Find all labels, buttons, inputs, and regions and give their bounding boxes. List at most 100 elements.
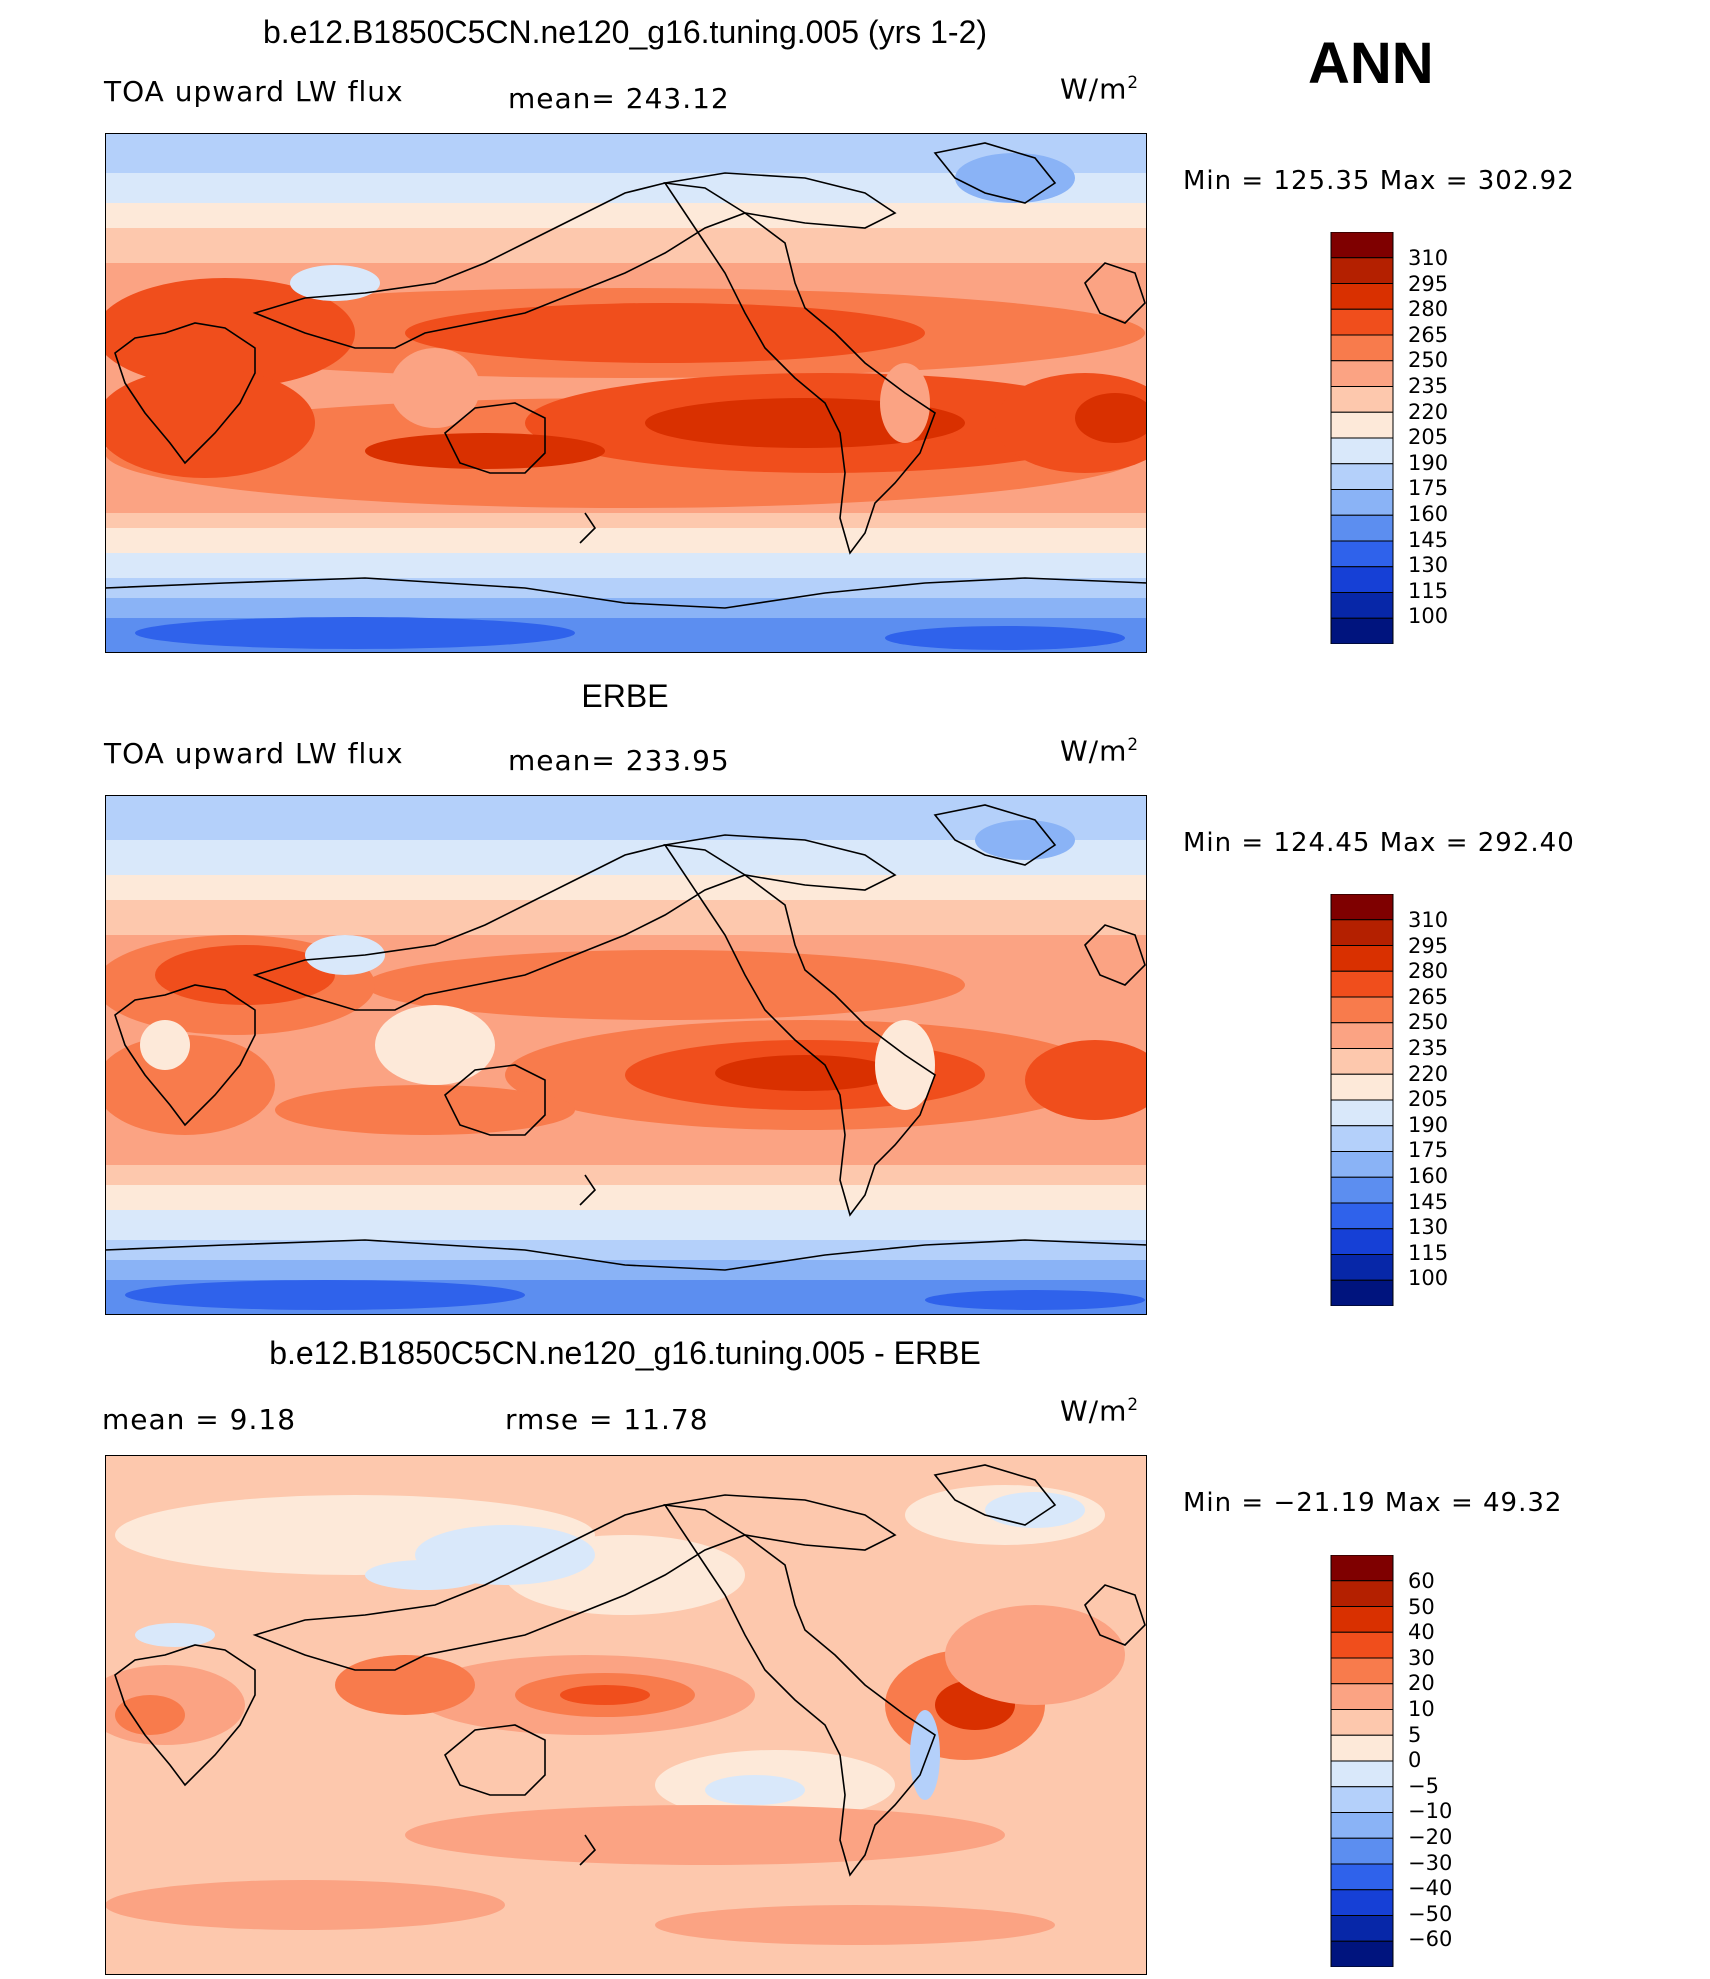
colorbar-swatch	[1330, 1580, 1394, 1607]
panel1-colorbar-ticks: 310 295 280 265 250 235 220 205 190 175 160 145 130 1…	[1408, 246, 1448, 630]
colorbar-swatch	[1330, 1657, 1394, 1685]
colorbar-tick-label: 20	[1408, 1671, 1435, 1696]
season-label: ANN	[1308, 31, 1434, 96]
colorbar-swatch	[1330, 617, 1394, 644]
colorbar-swatch	[1330, 1889, 1394, 1916]
colorbar-tick-label: −20	[1408, 1824, 1453, 1849]
colorbar-tick-label: 265	[1408, 984, 1449, 1009]
colorbar-swatch	[1330, 1863, 1394, 1891]
colorbar-tick-label: 295	[1408, 271, 1449, 296]
colorbar-swatch	[1330, 1709, 1394, 1736]
colorbar-tick-label: 265	[1408, 322, 1449, 347]
colorbar-tick-label: −5	[1408, 1773, 1439, 1798]
panel3-colorbar	[1330, 1555, 1394, 1967]
colorbar-swatch	[1330, 1254, 1394, 1281]
colorbar-swatch	[1330, 1555, 1394, 1582]
panel1-variable-label: TOA upward LW flux	[104, 75, 404, 108]
colorbar-swatch	[1330, 1202, 1394, 1230]
panel3-colorbar-ticks: 60 50 40 30 20 10 5 0 −5 −10 −20 −30 −40 −50 −60	[1408, 1569, 1452, 1953]
colorbar-tick-label: 310	[1408, 908, 1449, 932]
panel2-minmax: Min = 124.45 Max = 292.40	[1183, 828, 1575, 858]
colorbar-swatch	[1330, 540, 1394, 568]
panel1-units: W/m2	[1060, 72, 1140, 106]
colorbar-tick-label: 160	[1408, 501, 1449, 526]
colorbar-tick-label: 295	[1408, 933, 1449, 958]
colorbar-tick-label: 220	[1408, 399, 1449, 424]
colorbar-swatch	[1330, 1099, 1394, 1127]
colorbar-tick-label: 190	[1408, 1112, 1449, 1137]
colorbar-swatch	[1330, 1631, 1394, 1659]
colorbar-tick-label: −10	[1408, 1799, 1453, 1824]
colorbar-tick-label: 100	[1408, 604, 1449, 629]
colorbar-swatch	[1330, 1073, 1394, 1101]
colorbar-tick-label: 160	[1408, 1163, 1449, 1188]
colorbar-swatch	[1330, 489, 1394, 516]
colorbar-tick-label: 10	[1408, 1696, 1435, 1721]
colorbar-tick-label: 205	[1408, 425, 1449, 450]
colorbar-swatch	[1330, 1022, 1394, 1049]
colorbar-tick-label: 175	[1408, 476, 1449, 501]
colorbar-swatch	[1330, 283, 1394, 310]
colorbar-tick-label: −50	[1408, 1901, 1453, 1926]
colorbar-swatch	[1330, 1734, 1394, 1762]
colorbar-swatch	[1330, 894, 1394, 921]
panel1-colorbar	[1330, 232, 1394, 644]
colorbar-swatch	[1330, 1048, 1394, 1075]
panel3-mean-label: mean = 9.18	[102, 1403, 297, 1436]
colorbar-swatch	[1330, 360, 1394, 387]
colorbar-tick-label: 40	[1408, 1620, 1435, 1645]
panel2-map	[105, 795, 1147, 1315]
colorbar-swatch	[1330, 232, 1394, 259]
colorbar-tick-label: 50	[1408, 1594, 1435, 1619]
colorbar-swatch	[1330, 996, 1394, 1024]
colorbar-swatch	[1330, 1786, 1394, 1813]
panel3-map	[105, 1455, 1147, 1975]
colorbar-swatch	[1330, 592, 1394, 619]
panel3-minmax: Min = −21.19 Max = 49.32	[1183, 1488, 1563, 1518]
colorbar-swatch	[1330, 566, 1394, 593]
colorbar-swatch	[1330, 1228, 1394, 1255]
panel2-title: ERBE	[581, 678, 669, 714]
colorbar-swatch	[1330, 970, 1394, 998]
panel1-minmax: Min = 125.35 Max = 302.92	[1183, 166, 1575, 196]
colorbar-swatch	[1330, 1279, 1394, 1306]
colorbar-swatch	[1330, 257, 1394, 284]
colorbar-tick-label: 100	[1408, 1266, 1449, 1291]
colorbar-tick-label: 0	[1408, 1748, 1422, 1773]
colorbar-swatch	[1330, 1125, 1394, 1152]
colorbar-tick-label: 190	[1408, 450, 1449, 475]
colorbar-swatch	[1330, 945, 1394, 972]
colorbar-tick-label: 310	[1408, 246, 1449, 270]
panel1-map	[105, 133, 1147, 653]
colorbar-tick-label: −40	[1408, 1876, 1453, 1901]
colorbar-swatch	[1330, 1915, 1394, 1942]
colorbar-swatch	[1330, 1812, 1394, 1839]
colorbar-tick-label: −60	[1408, 1927, 1453, 1952]
panel3-rmse-label: rmse = 11.78	[505, 1403, 709, 1436]
panel2-mean-label: mean= 233.95	[508, 744, 730, 777]
colorbar-swatch	[1330, 437, 1394, 465]
colorbar-tick-label: 250	[1408, 1010, 1449, 1035]
colorbar-tick-label: 250	[1408, 348, 1449, 373]
colorbar-tick-label: 115	[1408, 578, 1449, 603]
colorbar-tick-label: 130	[1408, 553, 1449, 578]
colorbar-tick-label: 115	[1408, 1240, 1449, 1265]
colorbar-swatch	[1330, 514, 1394, 542]
panel1-mean-label: mean= 243.12	[508, 82, 730, 115]
panel3-title: b.e12.B1850C5CN.ne120_g16.tuning.005 - E…	[269, 1335, 981, 1371]
colorbar-tick-label: 30	[1408, 1645, 1435, 1670]
panel2-colorbar-ticks: 310 295 280 265 250 235 220 205 190 175 160 145 130 1…	[1408, 908, 1448, 1292]
panel2-variable-label: TOA upward LW flux	[104, 737, 404, 770]
colorbar-tick-label: 280	[1408, 297, 1449, 322]
colorbar-swatch	[1330, 1606, 1394, 1633]
colorbar-tick-label: 5	[1408, 1722, 1422, 1747]
colorbar-tick-label: 145	[1408, 527, 1449, 552]
panel2-colorbar	[1330, 894, 1394, 1306]
colorbar-tick-label: 175	[1408, 1138, 1449, 1163]
colorbar-tick-label: 60	[1408, 1569, 1435, 1593]
colorbar-swatch	[1330, 334, 1394, 362]
colorbar-tick-label: −30	[1408, 1850, 1453, 1875]
colorbar-swatch	[1330, 1151, 1394, 1178]
colorbar-tick-label: 220	[1408, 1061, 1449, 1086]
colorbar-tick-label: 130	[1408, 1215, 1449, 1240]
